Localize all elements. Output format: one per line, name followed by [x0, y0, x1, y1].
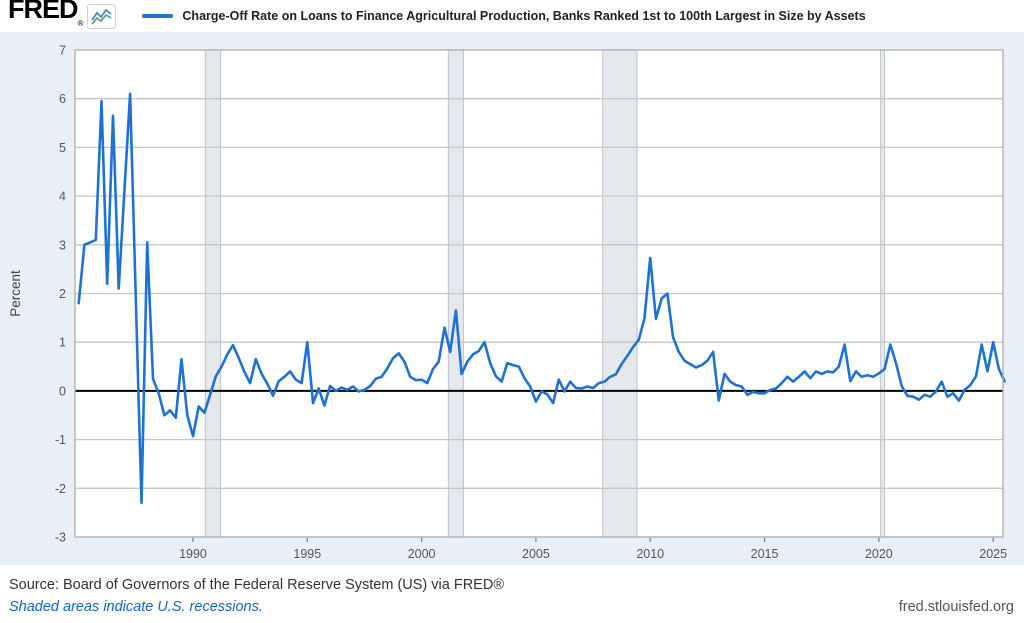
fred-logo: FRED® [8, 0, 84, 28]
y-tick-label: 6 [59, 92, 66, 106]
y-tick-label: 0 [59, 384, 66, 398]
series-legend-swatch [142, 14, 174, 18]
x-tick-label: 1995 [293, 547, 321, 561]
x-tick-label: 2010 [636, 547, 664, 561]
series-title: Charge-Off Rate on Loans to Finance Agri… [182, 9, 866, 23]
line-chart-icon [87, 3, 117, 29]
series-line [77, 92, 1006, 505]
y-axis-title: Percent [8, 270, 23, 317]
x-tick-label: 2020 [865, 547, 893, 561]
registered-mark: ® [77, 18, 84, 28]
x-tick-label: 2005 [522, 547, 550, 561]
y-tick-label: 1 [59, 336, 66, 350]
y-tick-label: -1 [55, 433, 66, 447]
plot-border [74, 49, 1004, 538]
y-tick-label: 2 [59, 287, 66, 301]
y-tick-label: -3 [55, 531, 66, 545]
y-tick-label: 4 [59, 190, 66, 204]
y-tick-label: -2 [55, 482, 66, 496]
y-tick-label: 5 [59, 141, 66, 155]
x-tick-label: 1990 [179, 547, 207, 561]
chart-svg: -3 -2 -1 0 1 2 3 4 5 6 7 1990 1995 2000 2005 2010 2015 20… [0, 32, 1024, 565]
chart-region: -3 -2 -1 0 1 2 3 4 5 6 7 1990 1995 2000 2005 2010 2015 20… [0, 32, 1024, 565]
x-tick-label: 2015 [751, 547, 779, 561]
footer: Source: Board of Governors of the Federa… [0, 565, 1024, 623]
x-tick-label: 2025 [979, 547, 1007, 561]
x-tick-label: 2000 [408, 547, 436, 561]
fred-url-link[interactable]: fred.stlouisfed.org [898, 599, 1014, 615]
app-header: FRED® Charge-Off Rate on Loans to Financ… [0, 0, 1024, 32]
y-tick-label: 7 [59, 44, 66, 58]
recession-note-link[interactable]: Shaded areas indicate U.S. recessions. [9, 599, 263, 615]
source-text: Source: Board of Governors of the Federa… [9, 577, 505, 593]
y-tick-label: 3 [59, 238, 66, 252]
